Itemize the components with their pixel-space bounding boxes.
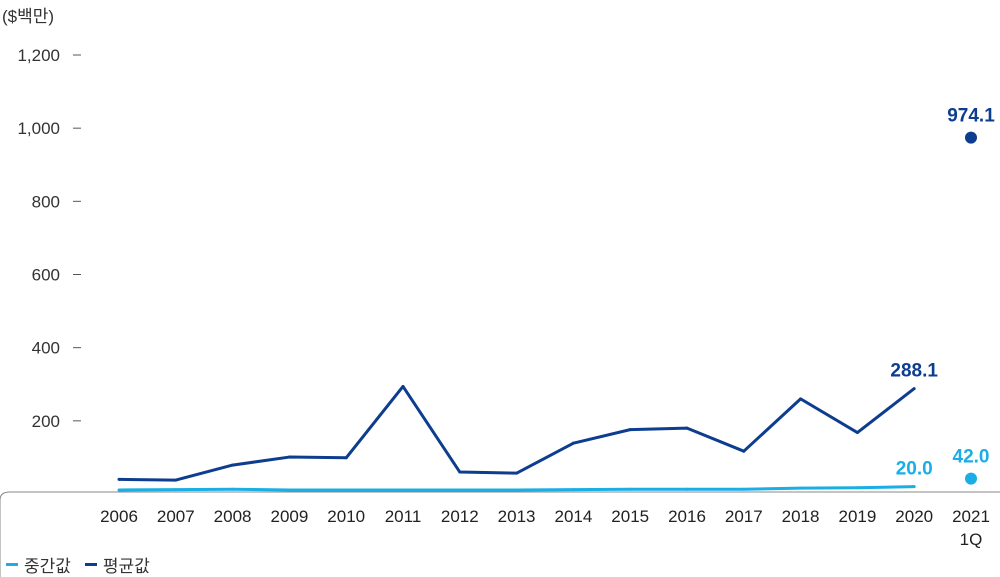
data-point-median [742,487,746,491]
data-point-mean [117,477,121,481]
chart-legend: 중간값 평균값 [6,552,164,577]
data-label-mean-2021q1: 974.1 [947,106,995,127]
y-axis-unit-label: ($백만) [2,7,55,26]
x-tick-label: 2016 [668,507,706,526]
data-point-median [515,488,519,492]
data-point-mean [401,384,405,388]
x-tick-label: 2006 [100,507,138,526]
x-tick-label-last: 1Q [960,530,983,549]
data-point-median [401,488,405,492]
data-point-mean [344,456,348,460]
x-tick-label: 2009 [270,507,308,526]
data-point-median [458,488,462,492]
data-point-median [912,485,916,489]
data-point-mean [799,397,803,401]
x-tick-label: 2011 [385,507,422,526]
data-point-median [855,486,859,490]
x-tick-label: 2007 [157,507,195,526]
data-point-median [231,487,235,491]
x-axis-baseline [0,491,1000,577]
data-point-mean [628,428,632,432]
legend-label-mean: 평균값 [102,557,150,576]
x-tick-label: 2018 [782,507,820,526]
data-point-mean [287,455,291,459]
x-tick-label: 2014 [554,507,592,526]
data-point-median [571,488,575,492]
x-tick-label: 2019 [838,507,876,526]
data-point-mean [458,470,462,474]
legend-item-mean: 평균값 [84,552,150,577]
x-tick-label: 2013 [498,507,536,526]
data-point-median [287,488,291,492]
data-point-mean-2021q1 [965,131,977,144]
data-point-mean [174,478,178,482]
data-point-median [117,488,121,492]
data-point-median [685,487,689,491]
y-tick-label: 1,200 [17,46,60,65]
series-line-mean [118,384,916,482]
data-point-mean [231,463,235,467]
legend-swatch-median [6,563,18,566]
y-tick-label: 800 [32,192,60,211]
data-point-median [628,487,632,491]
y-tick-label: 1,000 [17,119,60,138]
legend-swatch-mean [84,563,97,566]
x-tick-label: 2015 [611,507,649,526]
data-point-median [799,486,803,490]
data-point-mean [515,471,519,475]
x-tick-label: 2010 [327,507,365,526]
data-point-median-2021q1 [965,472,977,485]
legend-item-median: 중간값 [6,552,71,577]
y-tick-label: 400 [32,339,60,358]
x-tick-label: 2017 [725,507,763,526]
data-point-median [344,488,348,492]
data-point-mean [571,441,575,445]
data-label-median-2020: 20.0 [896,459,933,480]
x-tick-label: 2012 [441,507,479,526]
data-point-mean [912,387,916,391]
data-point-mean [685,426,689,430]
x-tick-label: 2020 [895,507,933,526]
data-label-median-2021q1: 42.0 [953,447,990,468]
data-label-mean-2020: 288.1 [890,361,938,382]
data-point-mean [855,431,859,435]
x-tick-label-last: 2021 [952,507,990,526]
legend-label-median: 중간값 [24,557,71,576]
data-point-mean [742,449,746,453]
x-tick-label: 2008 [214,507,252,526]
y-tick-label: 200 [32,412,60,431]
data-point-median [174,488,178,492]
y-tick-label: 600 [32,266,60,285]
